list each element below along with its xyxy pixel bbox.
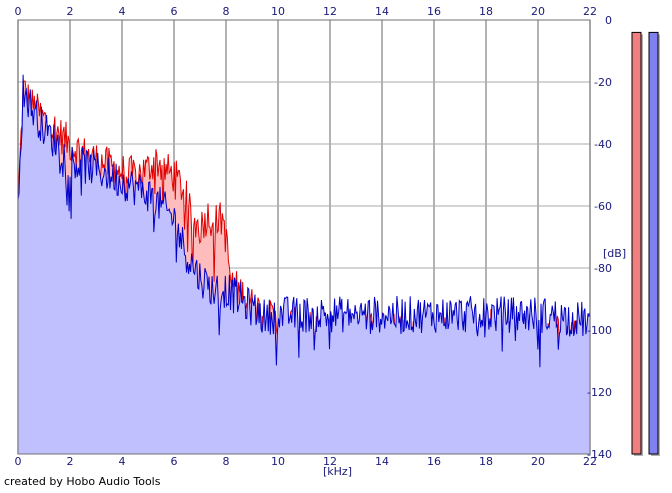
x-tick-label-bottom: 6 [171,455,178,468]
credit-text: created by Hobo Audio Tools [4,475,161,488]
series-layer [17,74,591,454]
x-tick-label-top: 6 [171,5,178,18]
plot-frame [17,19,591,455]
x-tick-label-top: 22 [583,5,597,18]
series-2-area [18,74,590,454]
x-tick-label-bottom: 20 [531,455,545,468]
x-tick-label-top: 20 [531,5,545,18]
x-tick-label-top: 12 [323,5,337,18]
x-tick-label-top: 0 [15,5,22,18]
y-tick-label: -140 [587,448,612,461]
x-tick-label-top: 4 [119,5,126,18]
y-axis-label: [dB] [603,247,626,260]
y-tick-label: -80 [594,262,612,275]
level-meter-bar [648,31,659,455]
x-tick-label-bottom: 0 [15,455,22,468]
x-tick-label-top: 18 [479,5,493,18]
x-tick-label-bottom: 10 [271,455,285,468]
y-tick-label: -100 [587,324,612,337]
y-tick-label: 0 [605,14,612,27]
y-tick-label: -20 [594,76,612,89]
level-meter-bar [631,31,642,455]
x-tick-label-top: 16 [427,5,441,18]
x-tick-label-bottom: 18 [479,455,493,468]
y-tick-label: -120 [587,386,612,399]
series-2-line [17,74,591,368]
y-tick-label: -40 [594,138,612,151]
x-tick-label-bottom: 8 [223,455,230,468]
x-tick-label-bottom: 4 [119,455,126,468]
x-tick-label-bottom: 16 [427,455,441,468]
x-tick-label-top: 8 [223,5,230,18]
tick-labels: 002244668810101212141416161818202022220-… [15,5,613,468]
level-meters [631,31,660,457]
x-tick-label-bottom: 14 [375,455,389,468]
x-tick-label-bottom: 12 [323,455,337,468]
x-tick-label-top: 10 [271,5,285,18]
x-axis-label: [kHz] [323,465,352,478]
x-tick-label-top: 14 [375,5,389,18]
x-tick-label-bottom: 22 [583,455,597,468]
x-tick-label-top: 2 [67,5,74,18]
x-tick-label-bottom: 2 [67,455,74,468]
y-tick-label: -60 [594,200,612,213]
